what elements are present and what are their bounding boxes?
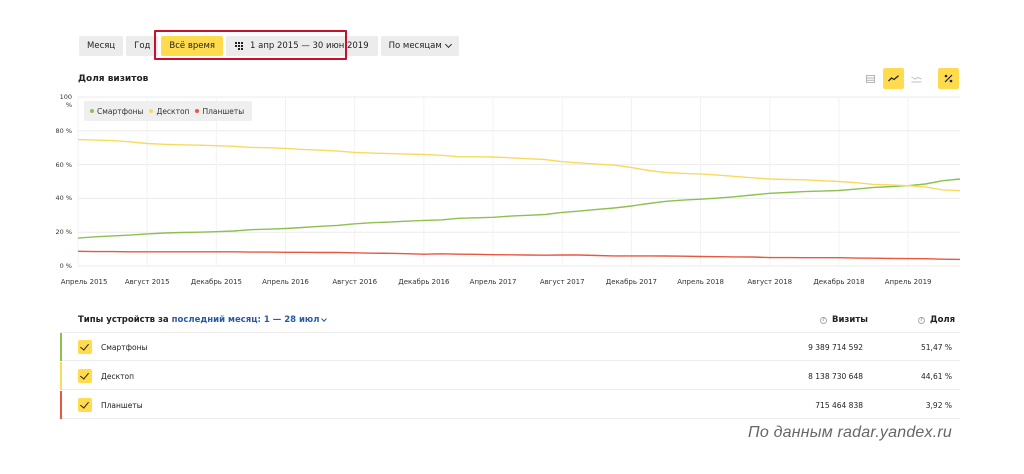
device-name: Планшеты: [101, 401, 143, 410]
chart-title: Доля визитов: [78, 74, 149, 84]
share-value: 3,92 %: [925, 401, 952, 410]
series-checkbox[interactable]: [78, 340, 92, 354]
series-color-bar: [60, 362, 62, 390]
visits-column-header[interactable]: ? Визиты: [820, 315, 868, 325]
table-view-icon[interactable]: [860, 68, 881, 89]
chart-legend: Смартфоны Десктоп Планшеты: [84, 101, 253, 121]
period-month-button[interactable]: Месяц: [79, 36, 124, 56]
legend-label: Планшеты: [202, 106, 245, 116]
x-tick-label: Август 2018: [747, 278, 793, 286]
y-tick-label: 40 %: [55, 194, 72, 203]
legend-label: Смартфоны: [97, 106, 144, 116]
series-line-tablets[interactable]: [77, 250, 961, 261]
series-checkbox[interactable]: [78, 398, 92, 412]
y-tick-label: 20 %: [55, 228, 72, 237]
grouping-dropdown[interactable]: По месяцам: [380, 36, 459, 56]
percent-icon[interactable]: [938, 68, 959, 89]
date-range-button[interactable]: 1 апр 2015 — 30 июн 2019: [226, 36, 378, 56]
area-chart-icon[interactable]: [906, 68, 927, 89]
y-tick-label: 100 %: [59, 93, 72, 109]
x-tick-label: Декабрь 2017: [605, 278, 658, 286]
visits-column-label: Визиты: [832, 315, 868, 325]
legend-dot: [195, 109, 200, 113]
share-value: 51,47 %: [921, 343, 952, 352]
legend-label: Десктоп: [156, 106, 190, 116]
y-tick-label: 60 %: [55, 160, 72, 169]
x-tick-label: Апрель 2017: [469, 278, 517, 286]
visits-value: 715 464 838: [815, 401, 863, 410]
source-note: По данным radar.yandex.ru: [748, 424, 952, 441]
series-color-bar: [60, 333, 62, 361]
date-range-label: 1 апр 2015 — 30 июн 2019: [250, 41, 369, 51]
period-all-time-button[interactable]: Всё время: [161, 36, 224, 56]
x-tick-label: Апрель 2018: [677, 278, 724, 286]
y-tick-label: 80 %: [55, 126, 72, 135]
help-icon[interactable]: ?: [820, 316, 827, 324]
legend-item-tablets[interactable]: Планшеты: [195, 107, 244, 116]
table-divider: [60, 332, 960, 333]
legend-dot: [149, 109, 154, 113]
series-line-desktop[interactable]: [77, 138, 961, 192]
share-value: 44,61 %: [921, 372, 952, 381]
share-column-header[interactable]: ? Доля: [918, 315, 955, 325]
x-tick-label: Август 2016: [332, 278, 378, 286]
x-tick-label: Август 2015: [124, 278, 170, 286]
series-checkbox[interactable]: [78, 369, 92, 383]
series-color-bar: [60, 391, 62, 419]
help-icon[interactable]: ?: [918, 316, 925, 324]
device-name: Десктоп: [101, 372, 134, 381]
x-tick-label: Декабрь 2016: [398, 278, 450, 286]
table-row-desktop[interactable]: Десктоп 8 138 730 648 44,61 %: [60, 362, 960, 390]
x-tick-label: Апрель 2019: [884, 278, 932, 286]
table-heading: Типы устройств за последний месяц: 1 — 2…: [78, 315, 328, 325]
table-heading-text: Типы устройств за: [78, 315, 169, 325]
legend-item-smartphones[interactable]: Смартфоны: [90, 107, 143, 116]
visits-value: 9 389 714 592: [808, 343, 863, 352]
line-chart-icon[interactable]: [883, 68, 904, 89]
period-link[interactable]: последний месяц: 1 — 28 июл: [171, 315, 320, 325]
legend-dot: [90, 109, 94, 113]
y-tick-label: 0 %: [59, 262, 72, 270]
legend-item-desktop[interactable]: Десктоп: [149, 107, 189, 116]
period-toolbar: Месяц Год Всё время 1 апр 2015 — 30 июн …: [79, 36, 459, 56]
x-tick-label: Декабрь 2015: [190, 278, 242, 286]
x-tick-label: Август 2017: [539, 278, 585, 286]
period-year-button[interactable]: Год: [126, 36, 159, 56]
device-name: Смартфоны: [101, 343, 148, 352]
grouping-label: По месяцам: [388, 41, 442, 51]
highlight-frame: [154, 30, 347, 60]
x-tick-label: Апрель 2016: [262, 278, 309, 286]
x-tick-label: Декабрь 2018: [813, 278, 865, 286]
share-column-label: Доля: [930, 315, 956, 325]
series-line-smartphones[interactable]: [77, 178, 961, 239]
visits-value: 8 138 730 648: [808, 372, 863, 381]
x-tick-label: Апрель 2015: [60, 278, 108, 286]
calendar-icon: [235, 42, 244, 50]
table-row-smartphones[interactable]: Смартфоны 9 389 714 592 51,47 %: [60, 333, 960, 361]
chevron-down-icon: [321, 315, 328, 322]
table-row-tablets[interactable]: Планшеты 715 464 838 3,92 %: [60, 391, 960, 419]
